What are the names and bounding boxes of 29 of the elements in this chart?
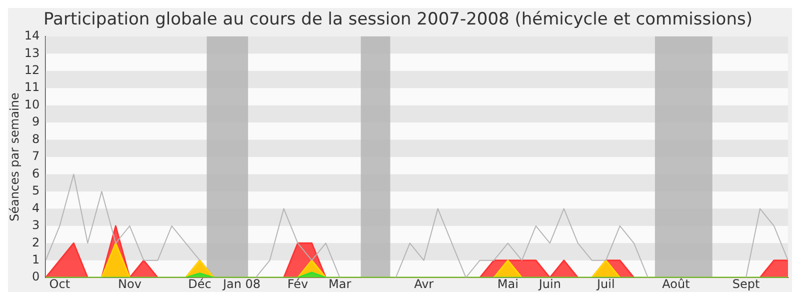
x-tick-label: Mai — [497, 276, 518, 291]
y-tick-label: 11 — [24, 80, 40, 94]
y-tick-label: 10 — [24, 97, 40, 112]
y-tick-label: 5 — [32, 184, 40, 198]
y-axis-title: Séances par semaine — [7, 92, 22, 222]
x-tick-label: Juil — [596, 276, 615, 291]
y-tick-label: 3 — [32, 218, 40, 232]
y-tick-label: 13 — [24, 46, 40, 60]
y-tick-label: 8 — [32, 132, 40, 146]
y-tick-label: 1 — [32, 252, 40, 266]
x-tick-label: Avr — [414, 276, 434, 291]
x-tick-label: Nov — [118, 276, 142, 291]
x-tick-label: Mar — [328, 276, 352, 291]
x-tick-label: Fév — [287, 276, 308, 291]
y-tick-label: 0 — [32, 270, 40, 284]
y-tick-label: 9 — [32, 114, 40, 129]
y-tick-label: 2 — [32, 235, 40, 250]
y-tick-label: 4 — [32, 200, 40, 215]
y-tick-label: 6 — [32, 166, 40, 180]
x-tick-label: Déc — [188, 276, 212, 291]
x-tick-label: Jan 08 — [222, 276, 261, 291]
chart-title: Participation globale au cours de la session 2007-2008 (hémicycle et commissions) — [44, 10, 752, 30]
y-tick-label: 14 — [24, 28, 40, 43]
x-tick-label: Sept — [732, 276, 760, 291]
x-tick-label: Juin — [538, 276, 561, 291]
y-tick-label: 12 — [24, 62, 40, 77]
x-tick-label: Août — [662, 276, 690, 291]
y-tick-label: 7 — [32, 149, 40, 164]
x-tick-label: Oct — [49, 276, 70, 291]
